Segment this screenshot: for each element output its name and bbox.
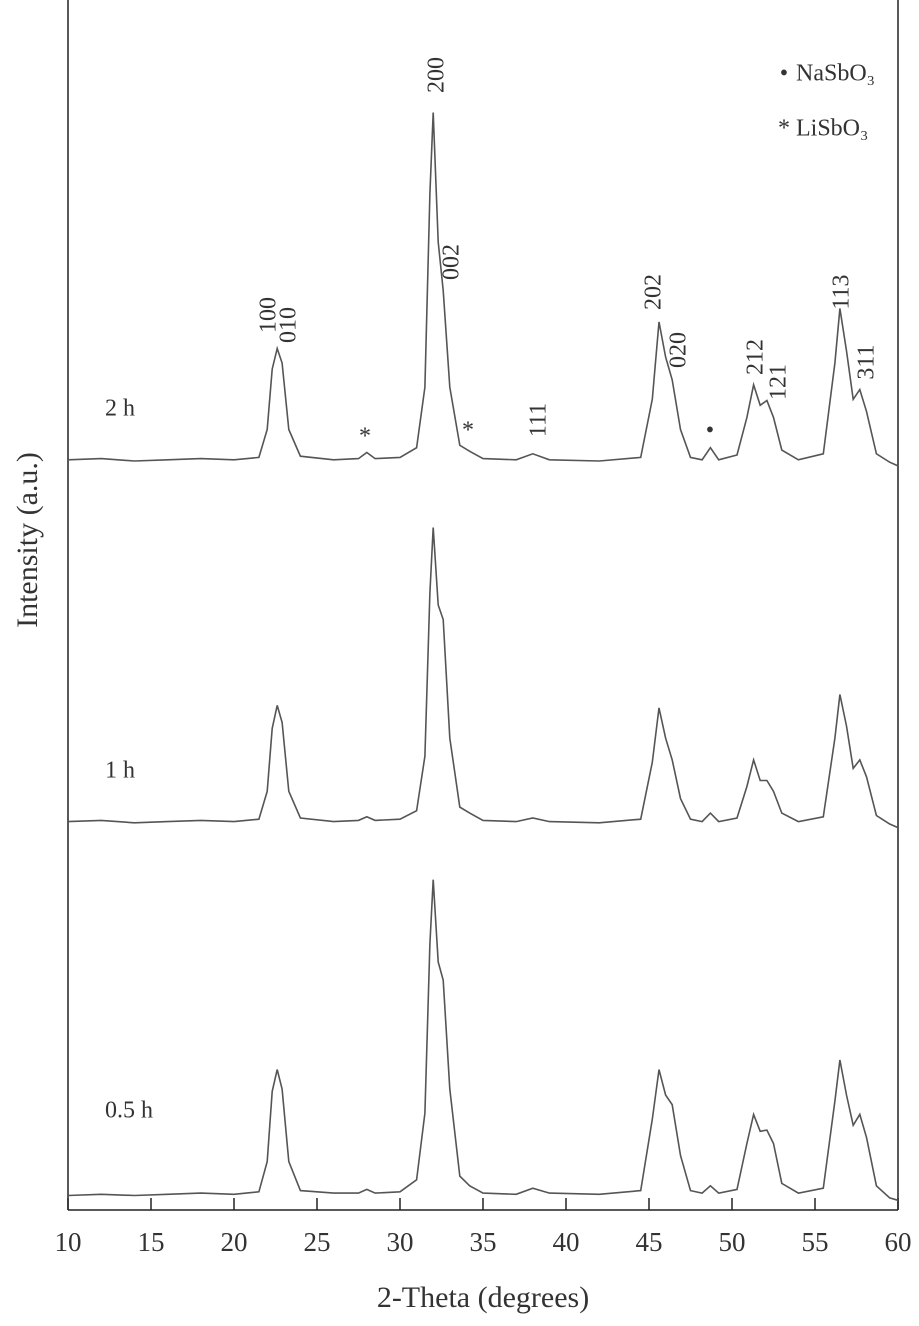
- peak-label: 111: [526, 403, 552, 437]
- peak-label: 311: [854, 344, 880, 379]
- legend-symbol: *: [778, 116, 790, 142]
- peak-label: 200: [424, 57, 450, 93]
- x-tick-label: 55: [802, 1227, 829, 1257]
- peak-label: 020: [666, 332, 692, 368]
- peak-label: *: [462, 418, 474, 444]
- x-tick-label: 30: [387, 1227, 414, 1257]
- x-axis-label: 2-Theta (degrees): [377, 1281, 589, 1314]
- peak-label: 113: [829, 274, 855, 309]
- peak-label: 202: [641, 274, 667, 310]
- x-tick-label: 60: [885, 1227, 912, 1257]
- x-tick-label: 10: [55, 1227, 82, 1257]
- peak-label: •: [706, 418, 714, 444]
- page: {"chart_data": {"type": "line", "x_label…: [0, 0, 919, 1326]
- peak-label: 002: [439, 244, 465, 280]
- legend-symbol: •: [780, 61, 788, 87]
- peak-label: *: [359, 424, 371, 450]
- chart: 2-Theta (degrees) Intensity (a.u.) 10 15 2…: [0, 0, 919, 1326]
- x-tick-label: 25: [304, 1227, 331, 1257]
- xrd-pattern: [68, 528, 898, 828]
- series-label: 1 h: [105, 758, 135, 784]
- legend-label: LiSbO₃: [796, 116, 868, 142]
- x-tick-label: 15: [138, 1227, 165, 1257]
- series-label: 2 h: [105, 396, 135, 422]
- y-axis-label: Intensity (a.u.): [11, 452, 44, 628]
- x-tick-label: 45: [636, 1227, 663, 1257]
- peak-label: 121: [766, 364, 792, 400]
- xrd-pattern: [68, 880, 898, 1201]
- legend-label: NaSbO₃: [796, 61, 875, 87]
- x-tick-label: 35: [470, 1227, 497, 1257]
- x-tick-label: 40: [553, 1227, 580, 1257]
- x-tick-label: 50: [719, 1227, 746, 1257]
- xrd-pattern: [68, 113, 898, 466]
- x-tick-label: 20: [221, 1227, 248, 1257]
- series-label: 0.5 h: [105, 1098, 153, 1124]
- peak-label: 010: [276, 307, 302, 343]
